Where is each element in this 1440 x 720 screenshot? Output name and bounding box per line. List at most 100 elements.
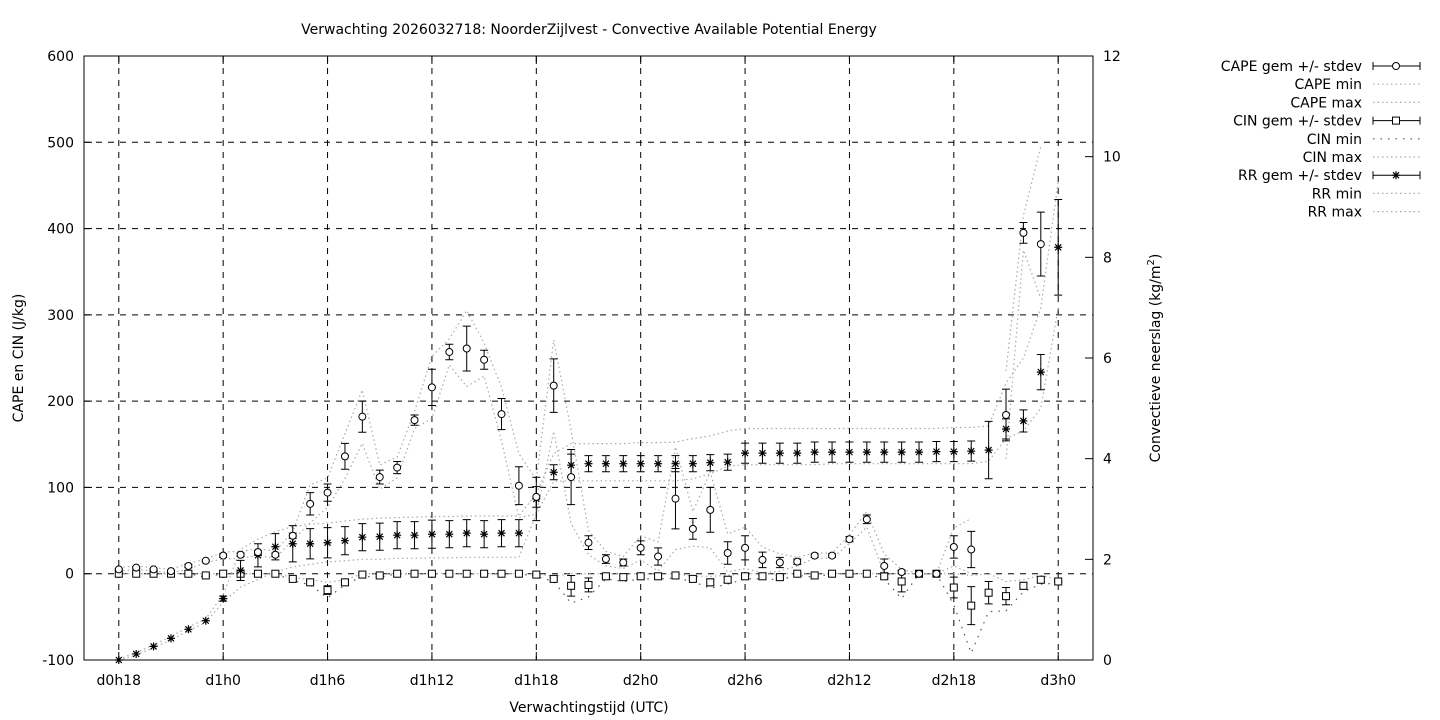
cin-point bbox=[584, 577, 593, 593]
rr-point bbox=[723, 453, 732, 471]
rr-marker bbox=[132, 649, 141, 658]
rr-point bbox=[775, 442, 784, 464]
rr-marker bbox=[149, 642, 158, 651]
cape-point bbox=[619, 558, 628, 567]
cin-min-line bbox=[118, 573, 1059, 655]
cin-marker bbox=[706, 578, 715, 587]
cin-marker bbox=[271, 569, 280, 578]
rr-marker bbox=[219, 594, 228, 603]
cape-marker bbox=[723, 549, 732, 558]
cape-marker bbox=[253, 548, 262, 557]
cape-point bbox=[114, 565, 123, 574]
x-tick-label: d3h0 bbox=[1040, 673, 1076, 689]
cape-point bbox=[949, 535, 958, 559]
cin-marker bbox=[862, 569, 871, 578]
rr-point bbox=[358, 523, 367, 552]
cape-point bbox=[427, 368, 436, 406]
x-tick-label: d2h0 bbox=[623, 673, 659, 689]
cin-point bbox=[393, 569, 402, 578]
x-tick-label: d2h18 bbox=[932, 673, 976, 689]
cape-marker bbox=[828, 551, 837, 560]
rr-point bbox=[741, 442, 750, 464]
cape-marker bbox=[375, 473, 384, 482]
cin-marker bbox=[654, 572, 663, 581]
cape-point bbox=[688, 517, 697, 540]
cape-marker bbox=[775, 558, 784, 567]
rr-point bbox=[219, 594, 228, 603]
cape-point bbox=[654, 547, 663, 566]
legend-entry: CIN min bbox=[1307, 132, 1420, 148]
rr-point bbox=[184, 625, 193, 634]
cin-marker bbox=[306, 578, 315, 587]
rr-point bbox=[601, 455, 610, 473]
cin-marker bbox=[1036, 575, 1045, 584]
cape-marker bbox=[462, 344, 471, 353]
cape-marker bbox=[741, 543, 750, 552]
cin-marker bbox=[810, 571, 819, 580]
rr-marker bbox=[897, 448, 906, 457]
cape-point bbox=[636, 540, 645, 556]
legend-label: CIN max bbox=[1303, 150, 1362, 166]
cape-marker bbox=[880, 561, 889, 570]
cape-point bbox=[1002, 388, 1011, 442]
cin-marker bbox=[375, 571, 384, 580]
chart-title: Verwachting 2026032718: NoorderZijlvest … bbox=[301, 22, 877, 38]
y-tick-label: 400 bbox=[47, 222, 74, 238]
cin-point bbox=[601, 572, 610, 581]
cape-point bbox=[410, 414, 419, 426]
cin-marker bbox=[636, 572, 645, 581]
cin-point bbox=[880, 572, 889, 581]
cape-marker bbox=[184, 561, 193, 570]
data-marks bbox=[114, 198, 1063, 664]
cape-point bbox=[845, 535, 854, 544]
cin-point bbox=[445, 569, 454, 578]
cape-marker bbox=[967, 545, 976, 554]
cin-point bbox=[619, 573, 628, 582]
cin-marker bbox=[880, 572, 889, 581]
x-tick-label: d2h12 bbox=[827, 673, 871, 689]
rr-marker bbox=[654, 459, 663, 468]
cape-point bbox=[358, 400, 367, 433]
cin-marker bbox=[288, 574, 297, 583]
cin-marker bbox=[723, 575, 732, 584]
legend-entry: CAPE min bbox=[1295, 77, 1420, 93]
rr-marker bbox=[514, 529, 523, 538]
rr-point bbox=[340, 526, 349, 556]
y2-axis-label-sup: 2 bbox=[1146, 259, 1157, 265]
rr-point bbox=[880, 441, 889, 463]
cin-marker bbox=[219, 569, 228, 578]
legend-entry: CIN gem +/- stdev bbox=[1233, 114, 1421, 130]
cape-point bbox=[758, 551, 767, 569]
legend-entry: CAPE gem +/- stdev bbox=[1221, 59, 1421, 75]
rr-marker bbox=[793, 449, 802, 458]
rr-marker bbox=[915, 448, 924, 457]
cape-point bbox=[514, 466, 523, 506]
cape-marker bbox=[201, 556, 210, 565]
rr-point bbox=[149, 642, 158, 651]
rr-marker bbox=[671, 459, 680, 468]
cin-marker bbox=[410, 569, 419, 578]
rr-marker bbox=[393, 531, 402, 540]
rr-marker bbox=[375, 532, 384, 541]
envelopes bbox=[118, 146, 1059, 661]
legend-label: RR gem +/- stdev bbox=[1238, 168, 1362, 184]
cin-point bbox=[723, 575, 732, 584]
cin-marker bbox=[462, 569, 471, 578]
cape-marker bbox=[340, 452, 349, 461]
cin-marker bbox=[1002, 592, 1011, 601]
cin-point bbox=[340, 578, 349, 587]
cin-marker bbox=[949, 583, 958, 592]
cape-point bbox=[1036, 211, 1045, 277]
cin-point bbox=[271, 569, 280, 578]
cape-marker bbox=[358, 412, 367, 421]
rr-point bbox=[584, 455, 593, 473]
cin-marker bbox=[549, 574, 558, 583]
rr-marker bbox=[723, 458, 732, 467]
cin-marker bbox=[393, 569, 402, 578]
cin-point bbox=[358, 570, 367, 579]
rr-point bbox=[793, 442, 802, 464]
cape-point bbox=[880, 558, 889, 574]
legend-label: CIN min bbox=[1307, 132, 1362, 148]
cin-point bbox=[949, 576, 958, 599]
cin-marker bbox=[758, 572, 767, 581]
